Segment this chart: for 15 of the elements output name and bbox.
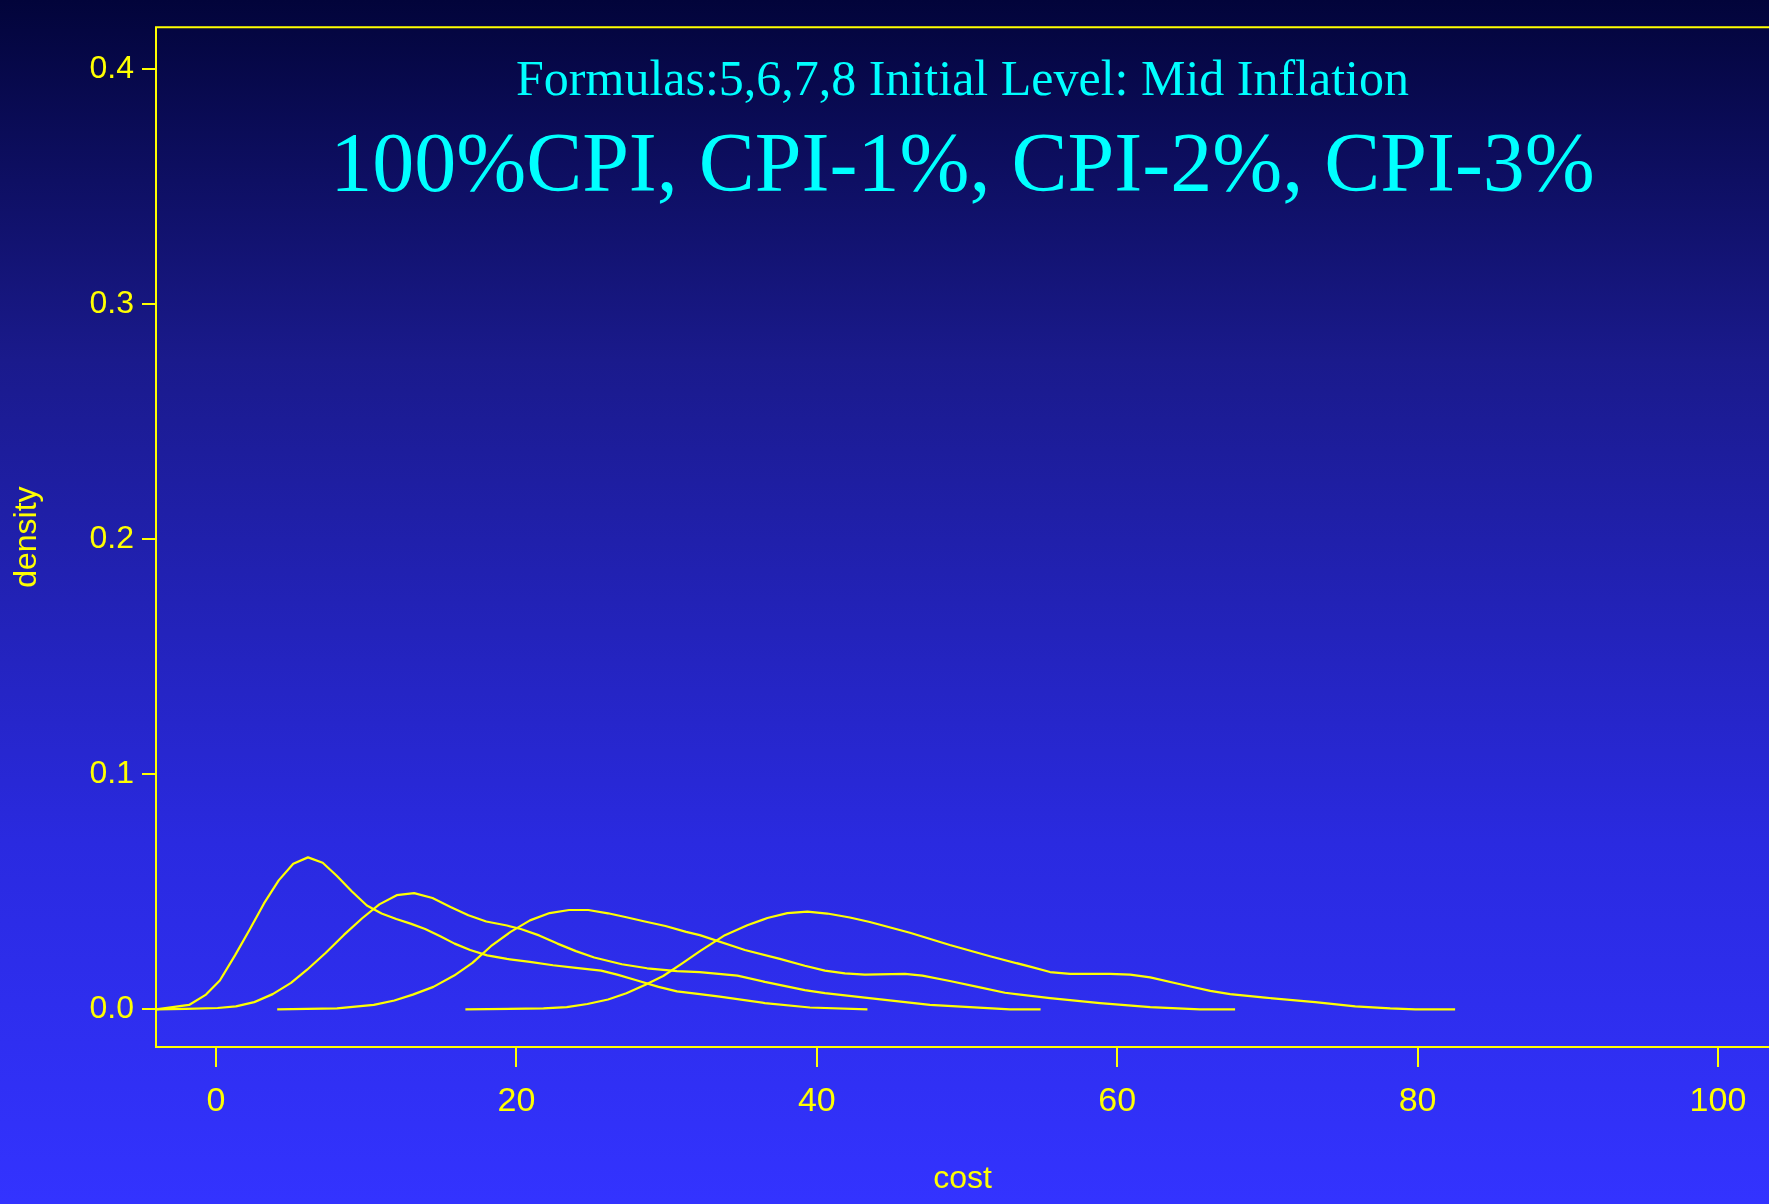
y-tick-label: 0.0 xyxy=(89,989,134,1026)
y-tick-label: 0.2 xyxy=(89,519,134,556)
y-tick-label: 0.3 xyxy=(89,284,134,321)
x-axis-title: cost xyxy=(933,1158,992,1195)
x-tick-label: 0 xyxy=(206,1079,226,1118)
x-tick-label: 100 xyxy=(1689,1079,1747,1118)
x-tick-label: 40 xyxy=(797,1079,836,1118)
y-axis-title: density xyxy=(7,486,44,588)
x-tick-label: 80 xyxy=(1398,1079,1437,1118)
x-tick-label: 20 xyxy=(497,1079,536,1118)
y-tick-label: 0.4 xyxy=(89,49,134,86)
text: Formulas:5,6,7,8 Initial Level: Mid Inflation xyxy=(516,50,1409,107)
y-tick-label: 0.1 xyxy=(89,754,134,791)
x-tick-label: 60 xyxy=(1098,1079,1137,1118)
text: 100%CPI, CPI-1%, CPI-2%, CPI-3% xyxy=(330,116,1595,210)
